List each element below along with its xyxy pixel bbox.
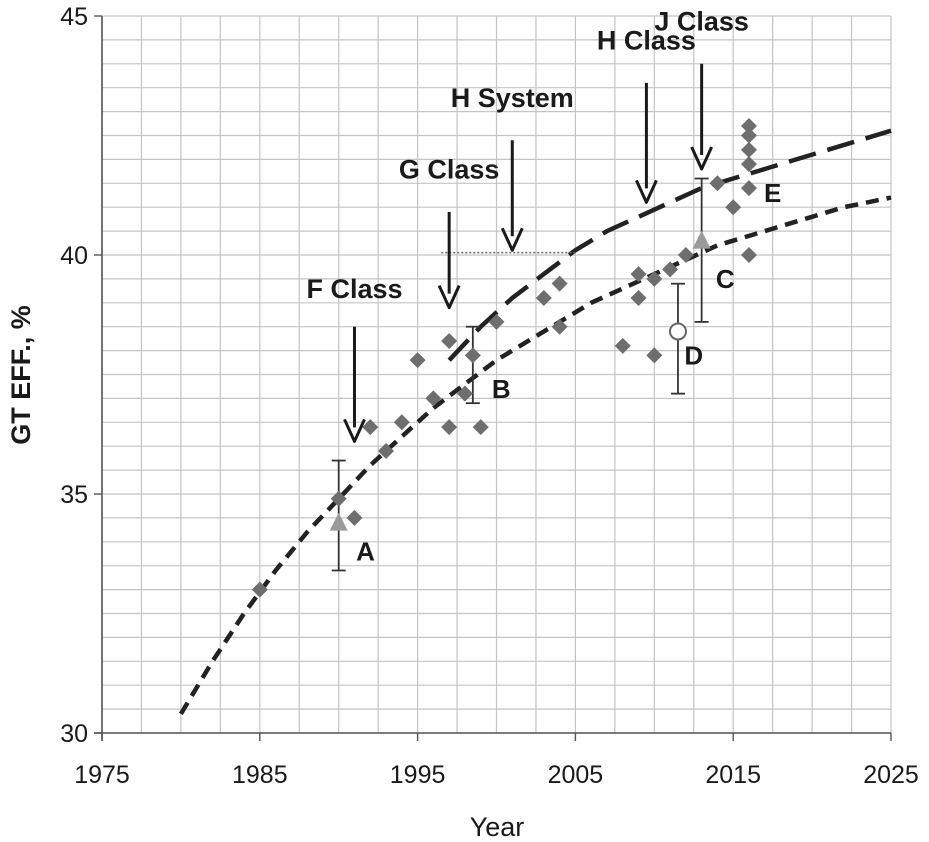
annotation-arrow-head (690, 146, 714, 171)
annotation-label: F Class (306, 274, 402, 304)
x-tick-label: 2015 (705, 761, 761, 789)
trend-line-lower (178, 195, 892, 716)
data-point-diamond (725, 199, 742, 216)
y-tick-label: 45 (60, 3, 88, 31)
point-label: D (684, 340, 703, 370)
data-point-diamond (441, 419, 458, 436)
data-point-diamond (646, 270, 663, 287)
data-point-diamond (662, 261, 679, 278)
data-point-diamond (630, 290, 647, 307)
point-label: C (716, 264, 735, 294)
data-point-diamond (677, 247, 694, 263)
y-axis-title: GT EFF., % (6, 305, 36, 445)
data-point-diamond (740, 141, 757, 158)
point-label: A (356, 536, 375, 566)
data-point-open-circle (668, 322, 687, 341)
data-point-diamond (488, 313, 505, 330)
data-point-diamond (409, 352, 426, 369)
x-axis-title: Year (470, 812, 525, 842)
data-point-diamond (362, 419, 379, 436)
x-tick-label: 1995 (390, 761, 446, 789)
axes: 1975 1985 1995 2005 2015 2025 30 35 40 45 (60, 3, 919, 789)
grid-lines (101, 15, 892, 734)
trend-lines (178, 128, 892, 716)
x-tick-label: 2005 (548, 761, 604, 789)
y-tick-label: 40 (60, 242, 88, 270)
x-tick-label: 2025 (863, 761, 919, 789)
trend-line-upper (447, 128, 892, 362)
data-point-diamond (393, 414, 410, 431)
point-label: E (764, 178, 781, 208)
data-point-triangle (329, 512, 348, 531)
data-point-diamond (740, 127, 757, 144)
data-point-diamond (464, 347, 481, 364)
data-point-diamond (614, 337, 631, 354)
data-point-diamond (425, 390, 442, 407)
point-labels: A B C D E (356, 178, 781, 566)
annotation-label: H Class (597, 25, 696, 55)
annotation-arrow-head (500, 227, 524, 252)
data-point-diamond (630, 266, 647, 283)
annotation-label: G Class (399, 155, 500, 185)
data-point-diamond (378, 442, 395, 459)
data-point-diamond (709, 175, 726, 192)
annotation-label: J Class (654, 6, 749, 36)
data-point-triangle (692, 230, 711, 249)
annotation-arrow-head (635, 179, 658, 204)
data-point-diamond (551, 318, 568, 335)
data-point-diamond (740, 180, 757, 197)
data-points (251, 117, 757, 598)
y-tick-label: 35 (60, 481, 88, 509)
data-point-diamond (740, 156, 757, 173)
x-tick-label: 1975 (74, 761, 130, 789)
annotation-label: H System (451, 83, 574, 113)
data-point-diamond (740, 117, 757, 134)
data-point-diamond (330, 490, 347, 507)
data-point-diamond (740, 247, 757, 263)
x-tick-label: 1985 (232, 761, 288, 789)
data-point-diamond (535, 290, 552, 307)
data-point-diamond (551, 275, 568, 292)
data-point-diamond (441, 333, 458, 350)
data-point-diamond (251, 581, 268, 598)
y-tick-label: 30 (60, 720, 88, 748)
annotation-arrow-head (343, 418, 366, 443)
data-point-diamond (456, 385, 473, 402)
data-point-diamond (346, 509, 363, 526)
data-point-diamond (646, 347, 663, 364)
point-label: B (492, 374, 511, 404)
data-point-diamond (472, 419, 489, 436)
annotation-arrow-head (437, 284, 461, 310)
